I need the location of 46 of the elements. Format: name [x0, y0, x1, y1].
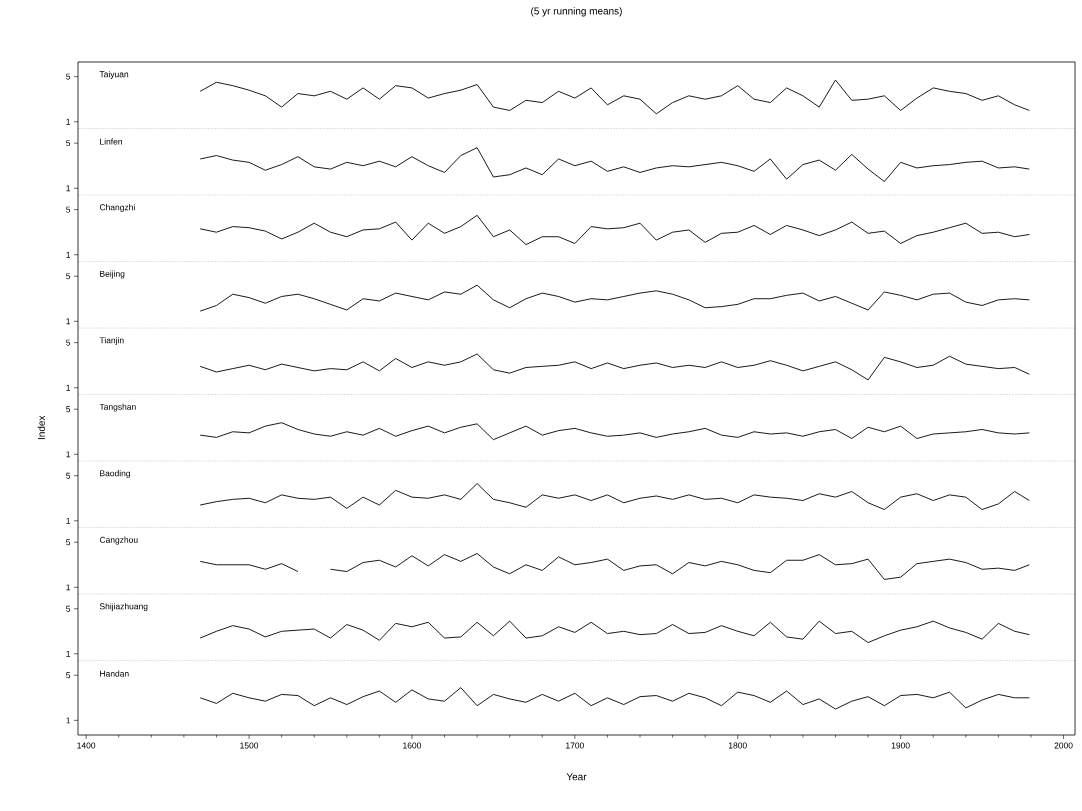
- y-tick-label: 1: [66, 451, 71, 458]
- line-series: [199, 214, 1030, 246]
- y-tick-label: 1: [66, 251, 71, 258]
- x-axis-title: Year: [566, 773, 587, 781]
- y-tick-label: 5: [66, 206, 71, 213]
- annotation: Tangshan: [99, 403, 136, 412]
- annotation: Baoding: [100, 470, 130, 478]
- y-axis-title: Index: [37, 415, 45, 440]
- annotation: Tianjin: [99, 337, 124, 345]
- y-tick-label: 5: [66, 472, 71, 479]
- x-tick-label: 1900: [891, 742, 910, 749]
- y-tick-label: 1: [66, 584, 71, 591]
- x-tick-label: 1700: [566, 742, 584, 749]
- y-tick-label: 1: [66, 118, 71, 125]
- line-series: [199, 483, 1030, 510]
- y-tick-label: 1: [66, 717, 71, 724]
- y-tick-label: 5: [66, 672, 71, 679]
- y-tick-label: 5: [66, 339, 71, 346]
- line-series: [199, 79, 1030, 115]
- chart-title: (5 yr running means): [531, 7, 622, 17]
- annotation: Handan: [100, 670, 129, 677]
- annotation: Cangzhou: [99, 536, 138, 545]
- annotation: Linfen: [100, 138, 122, 145]
- y-tick-label: 5: [66, 605, 71, 612]
- y-tick-label: 5: [66, 539, 71, 546]
- line-series: [199, 422, 1030, 441]
- y-tick-label: 1: [66, 185, 71, 192]
- annotation: Taiyuan: [99, 71, 129, 79]
- y-tick-label: 1: [66, 650, 71, 657]
- line-series: [199, 620, 1030, 644]
- annotation: Shijiazhuang: [99, 603, 148, 612]
- x-tick-label: 1400: [77, 742, 96, 749]
- y-tick-label: 1: [66, 384, 71, 391]
- annotation: Beijing: [100, 270, 125, 279]
- x-tick-label: 2000: [1054, 742, 1073, 749]
- annotation: Changzhi: [99, 204, 135, 212]
- y-tick-label: 1: [66, 318, 71, 325]
- x-tick-label: 1500: [240, 742, 259, 749]
- y-tick-label: 5: [66, 140, 71, 147]
- line-series: [199, 687, 1030, 710]
- y-tick-label: 5: [66, 273, 71, 280]
- x-tick-label: 1800: [728, 742, 747, 749]
- x-tick-label: 1600: [403, 742, 422, 749]
- y-tick-label: 5: [66, 406, 71, 413]
- y-tick-label: 1: [66, 517, 71, 524]
- y-tick-label: 5: [66, 73, 71, 80]
